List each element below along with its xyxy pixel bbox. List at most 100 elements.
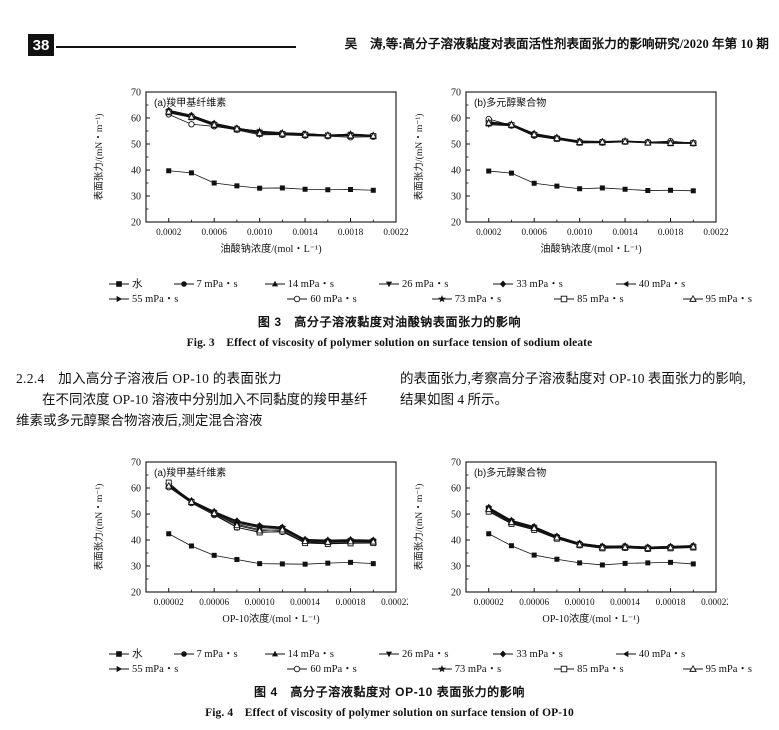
svg-text:30: 30 bbox=[131, 191, 141, 202]
data-series bbox=[164, 481, 378, 545]
data-point bbox=[668, 187, 674, 193]
y-axis-label: 表面张力/(mN・m⁻¹) bbox=[93, 114, 105, 201]
data-point bbox=[690, 561, 696, 567]
data-point bbox=[553, 134, 561, 142]
legend-item: 55 mPa・s bbox=[108, 661, 178, 676]
data-series bbox=[165, 481, 377, 543]
data-point bbox=[211, 180, 217, 186]
data-series bbox=[166, 482, 376, 546]
data-point bbox=[575, 540, 584, 548]
data-point bbox=[234, 183, 240, 189]
data-point bbox=[211, 552, 217, 558]
legend-label: 55 mPa・s bbox=[132, 664, 179, 675]
data-point bbox=[370, 187, 376, 193]
data-point bbox=[554, 556, 560, 562]
figure-3: 0.0002 0.0006 0.0010 0.0014 0.0018 0.0022 20 30… bbox=[0, 82, 779, 350]
legend-label: 40 mPa・s bbox=[638, 279, 686, 290]
open-circle-icon bbox=[287, 295, 308, 302]
svg-text:0.0002: 0.0002 bbox=[476, 227, 502, 237]
legend-label: 95 mPa・s bbox=[705, 294, 752, 305]
data-series bbox=[484, 118, 698, 146]
open-triangle-up-icon bbox=[682, 664, 703, 672]
svg-text:20: 20 bbox=[451, 217, 461, 228]
data-point bbox=[255, 526, 264, 534]
plot-area: 0.00002 0.00006 0.00010 0.00014 0.00018 0.000… bbox=[93, 457, 408, 625]
filled-triangle-down-icon bbox=[379, 651, 400, 657]
legend-item: 7 mPa・s bbox=[173, 646, 238, 661]
legend-label: 60 mPa・s bbox=[310, 294, 357, 305]
data-point bbox=[553, 533, 561, 541]
filled-star-icon bbox=[431, 294, 452, 302]
data-series bbox=[165, 482, 376, 545]
data-point bbox=[324, 131, 332, 139]
body-column-right: 的表面张力,考察高分子溶液黏度对 OP-10 表面张力的影响,结果如图 4 所示… bbox=[400, 368, 758, 410]
data-series bbox=[166, 482, 377, 545]
figure-3-charts: 0.0002 0.0006 0.0010 0.0014 0.0018 0.0022 20 30… bbox=[0, 82, 779, 274]
legend-label: 33 mPa・s bbox=[516, 279, 563, 290]
figure-4-charts: 0.00002 0.00006 0.00010 0.00014 0.00018 0.000… bbox=[0, 452, 779, 644]
legend-item: 85 mPa・s bbox=[553, 661, 624, 676]
svg-text:40: 40 bbox=[131, 165, 141, 176]
legend-label: 26 mPa・s bbox=[402, 279, 449, 290]
data-point bbox=[325, 560, 331, 566]
legend-label: 水 bbox=[132, 279, 143, 290]
filled-square-icon bbox=[109, 650, 129, 657]
svg-text:0.0022: 0.0022 bbox=[703, 227, 728, 237]
svg-text:30: 30 bbox=[131, 561, 141, 572]
open-circle-icon bbox=[287, 665, 308, 672]
filled-diamond-icon bbox=[493, 650, 514, 657]
x-axis-label: 油酸钠浓度/(mol・L⁻¹) bbox=[540, 242, 641, 255]
data-point bbox=[554, 183, 560, 189]
data-point bbox=[486, 168, 492, 174]
data-series bbox=[486, 505, 697, 551]
svg-text:0.0018: 0.0018 bbox=[338, 227, 364, 237]
panel-title: (b)多元醇聚合物 bbox=[474, 96, 546, 109]
body-text: 2.2.4 加入高分子溶液后 OP-10 的表面张力 在不同浓度 OP-10 溶… bbox=[0, 368, 779, 438]
svg-text:0.0006: 0.0006 bbox=[202, 227, 228, 237]
figure-3-caption-cn: 图 3 高分子溶液黏度对油酸钠表面张力的影响 bbox=[257, 315, 522, 329]
data-series bbox=[165, 480, 377, 544]
legend-item: 55 mPa・s bbox=[108, 291, 178, 306]
svg-text:50: 50 bbox=[131, 139, 141, 150]
figure-4-legend: 水 7 mPa・s 14 mPa・s 26 mPa・s 33 mPa・s 40 mPa・s… bbox=[0, 646, 779, 676]
data-point bbox=[668, 559, 674, 565]
legend-label: 85 mPa・s bbox=[577, 294, 624, 305]
data-series bbox=[486, 531, 696, 568]
legend-item: 73 mPa・s bbox=[431, 661, 501, 676]
data-point bbox=[166, 531, 172, 537]
legend-label: 26 mPa・s bbox=[402, 649, 449, 660]
legend-item: 95 mPa・s bbox=[682, 291, 752, 306]
data-point bbox=[255, 129, 264, 136]
legend-label: 85 mPa・s bbox=[577, 664, 624, 675]
data-point bbox=[348, 559, 354, 565]
x-axis-label: 油酸钠浓度/(mol・L⁻¹) bbox=[220, 242, 321, 255]
data-point bbox=[233, 517, 241, 525]
svg-text:30: 30 bbox=[451, 561, 461, 572]
legend-label: 33 mPa・s bbox=[516, 649, 563, 660]
legend-item: 26 mPa・s bbox=[378, 276, 448, 291]
figure-4-caption: 图 4 高分子溶液黏度对 OP-10 表面张力的影响 Fig. 4 Effect… bbox=[0, 683, 779, 720]
data-point bbox=[255, 522, 264, 530]
data-point bbox=[278, 525, 287, 533]
legend-item: 60 mPa・s bbox=[286, 661, 357, 676]
data-point bbox=[233, 124, 241, 132]
data-point bbox=[666, 543, 675, 551]
figure-4: 0.00002 0.00006 0.00010 0.00014 0.00018 0.000… bbox=[0, 452, 779, 720]
svg-text:40: 40 bbox=[131, 535, 141, 546]
plot-area: 0.00002 0.00006 0.00010 0.00014 0.00018 0.000… bbox=[413, 457, 728, 625]
data-point bbox=[210, 509, 218, 516]
section-heading: 2.2.4 加入高分子溶液后 OP-10 的表面张力 bbox=[16, 371, 282, 386]
data-point bbox=[301, 537, 309, 545]
svg-text:50: 50 bbox=[451, 509, 461, 520]
svg-text:50: 50 bbox=[451, 139, 461, 150]
filled-circle-icon bbox=[173, 650, 194, 657]
data-point bbox=[622, 560, 628, 566]
data-series bbox=[485, 504, 697, 550]
paragraph-left: 在不同浓度 OP-10 溶液中分别加入不同黏度的羧甲基纤维素或多元醇聚合物溶液后… bbox=[16, 392, 368, 428]
x-axis-label: OP-10浓度/(mol・L⁻¹) bbox=[222, 612, 319, 625]
data-series bbox=[165, 480, 377, 544]
legend-item: 85 mPa・s bbox=[553, 291, 624, 306]
svg-text:20: 20 bbox=[131, 587, 141, 598]
data-point bbox=[279, 561, 285, 567]
filled-circle-icon bbox=[173, 280, 194, 287]
